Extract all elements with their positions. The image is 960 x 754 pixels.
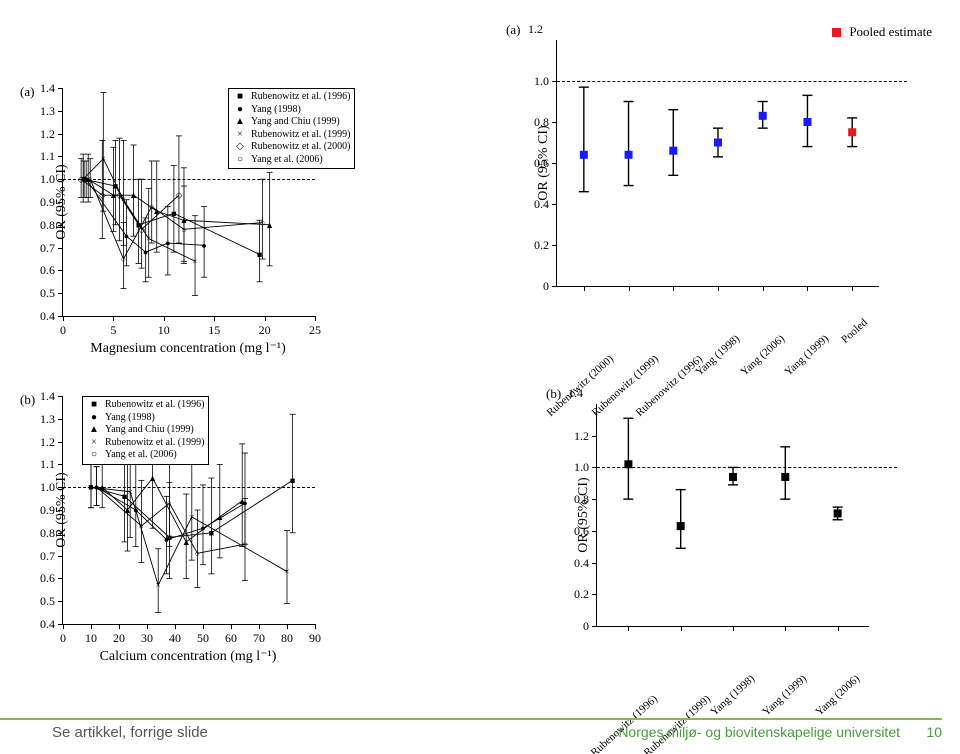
svg-text:×: × <box>88 482 93 492</box>
svg-text:◇: ◇ <box>78 174 85 184</box>
plot-area: 00.20.40.60.81.01.2Rubenowitz (1996)Rube… <box>596 404 869 627</box>
svg-text:■: ■ <box>290 475 295 485</box>
svg-text:○: ○ <box>167 498 172 508</box>
svg-text:○: ○ <box>87 174 92 184</box>
plot-area: 00.20.40.60.81.0Rubenowitz (2000)Rubenow… <box>556 40 879 287</box>
footer-rule <box>0 718 942 720</box>
slide-footer: Se artikkel, forrige slide Norges miljø-… <box>0 718 942 748</box>
panel-a-left: 0.40.50.60.70.80.91.01.11.21.31.40510152… <box>20 88 332 376</box>
svg-text:■: ■ <box>122 491 127 501</box>
svg-text:○: ○ <box>242 539 247 549</box>
svg-text:▲: ▲ <box>148 473 157 483</box>
svg-text:○: ○ <box>149 202 154 212</box>
svg-text:●: ● <box>124 231 129 241</box>
svg-text:◇: ◇ <box>175 190 182 200</box>
panel-b-left: 0.40.50.60.70.80.91.01.11.21.31.40102030… <box>20 396 332 684</box>
panel-a-right: 00.20.40.60.81.0Rubenowitz (2000)Rubenow… <box>556 40 938 406</box>
svg-text:○: ○ <box>181 224 186 234</box>
svg-text:×: × <box>193 256 198 266</box>
svg-text:×: × <box>284 567 289 577</box>
svg-text:○: ○ <box>121 254 126 264</box>
pooled-label: Pooled estimate <box>849 24 932 40</box>
legend-pooled: Pooled estimate <box>832 24 932 40</box>
svg-text:◇: ◇ <box>116 190 123 200</box>
footer-left-text: Se artikkel, forrige slide <box>52 724 208 741</box>
svg-text:×: × <box>128 487 133 497</box>
legend: ■Rubenowitz et al. (1996)●Yang (1998)▲Ya… <box>228 88 355 169</box>
svg-text:×: × <box>101 154 106 164</box>
svg-text:×: × <box>156 580 161 590</box>
svg-text:×: × <box>146 233 151 243</box>
svg-text:▲: ▲ <box>129 190 138 200</box>
legend: ■Rubenowitz et al. (1996)●Yang (1998)▲Ya… <box>82 396 209 465</box>
svg-text:○: ○ <box>260 218 265 228</box>
footer-right-text: Norges miljø- og biovitenskapelige unive… <box>618 724 900 740</box>
panel-b-right: 00.20.40.60.81.01.2Rubenowitz (1996)Rube… <box>596 404 928 746</box>
svg-text:●: ● <box>143 247 148 257</box>
svg-text:■: ■ <box>257 249 262 259</box>
svg-text:○: ○ <box>94 482 99 492</box>
svg-text:×: × <box>189 512 194 522</box>
footer-page-number: 10 <box>926 724 942 740</box>
svg-text:●: ● <box>164 535 169 545</box>
svg-text:○: ○ <box>139 521 144 531</box>
pooled-marker-icon <box>832 28 841 37</box>
svg-text:◇: ◇ <box>99 190 106 200</box>
svg-text:▲: ▲ <box>265 220 274 230</box>
svg-text:●: ● <box>201 240 206 250</box>
svg-text:○: ○ <box>195 548 200 558</box>
svg-text:▲: ▲ <box>215 512 224 522</box>
